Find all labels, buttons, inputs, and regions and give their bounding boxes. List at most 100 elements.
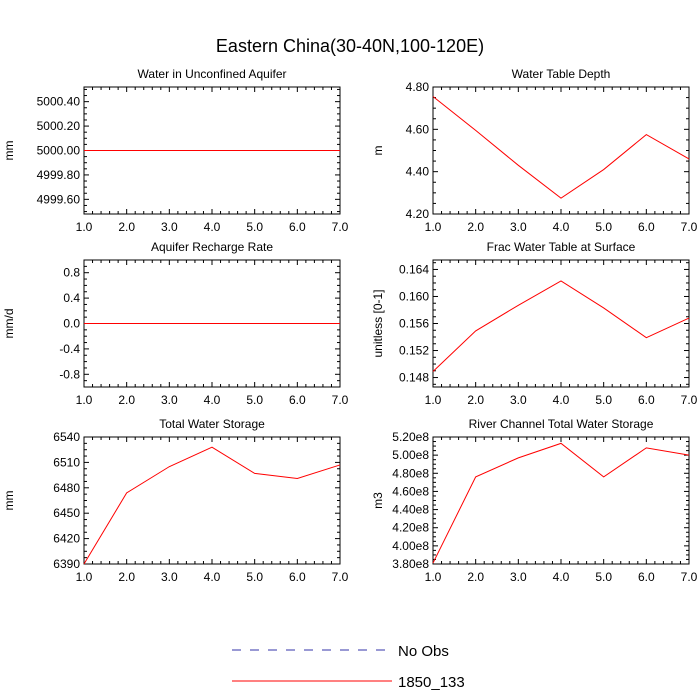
y-tick-label: 6420 bbox=[53, 532, 80, 546]
x-tick-label: 2.0 bbox=[118, 393, 135, 407]
y-tick-label: 0.160 bbox=[399, 289, 429, 303]
y-axis-label: unitless [0-1] bbox=[371, 289, 385, 357]
y-tick-label: 0.8 bbox=[63, 266, 80, 280]
y-tick-label: 5000.20 bbox=[37, 119, 81, 133]
y-axis-label: m bbox=[371, 146, 385, 156]
y-tick-label: 5.00e8 bbox=[392, 448, 429, 462]
x-tick-label: 2.0 bbox=[118, 220, 135, 234]
legend-label-no-obs: No Obs bbox=[398, 643, 449, 660]
x-tick-label: 1.0 bbox=[425, 220, 442, 234]
panel-title: Frac Water Table at Surface bbox=[487, 240, 636, 254]
plot-frame bbox=[432, 86, 690, 215]
x-tick-label: 3.0 bbox=[161, 570, 178, 584]
y-tick-label: 5000.40 bbox=[37, 95, 81, 109]
panel-title: Aquifer Recharge Rate bbox=[151, 240, 273, 254]
legend: No Obs 1850_133 bbox=[232, 643, 465, 691]
x-tick-label: 5.0 bbox=[246, 570, 263, 584]
y-tick-label: 6540 bbox=[53, 430, 80, 444]
y-tick-label: 4999.60 bbox=[37, 192, 81, 206]
y-tick-label: 4.80e8 bbox=[392, 466, 429, 480]
series-line bbox=[83, 446, 341, 565]
y-tick-label: 4.40 bbox=[406, 165, 430, 179]
legend-label-1850-133: 1850_133 bbox=[398, 674, 465, 691]
panel-4: Frac Water Table at Surface unitless [0-1… bbox=[371, 240, 698, 407]
x-tick-label: 5.0 bbox=[246, 393, 263, 407]
x-tick-label: 1.0 bbox=[76, 570, 93, 584]
panel-title: River Channel Total Water Storage bbox=[469, 417, 654, 431]
x-tick-label: 4.0 bbox=[204, 220, 221, 234]
x-tick-label: 7.0 bbox=[681, 393, 698, 407]
x-tick-label: 3.0 bbox=[161, 220, 178, 234]
x-tick-label: 1.0 bbox=[76, 393, 93, 407]
x-tick-label: 5.0 bbox=[595, 220, 612, 234]
y-tick-label: 4.60 bbox=[406, 122, 430, 136]
series-line bbox=[432, 280, 690, 372]
y-tick-label: 0.164 bbox=[399, 262, 429, 276]
x-tick-label: 2.0 bbox=[467, 393, 484, 407]
x-tick-label: 3.0 bbox=[510, 570, 527, 584]
y-tick-label: -0.8 bbox=[59, 367, 80, 381]
x-tick-label: 4.0 bbox=[553, 570, 570, 584]
y-tick-label: 6450 bbox=[53, 506, 80, 520]
y-tick-label: 6390 bbox=[53, 557, 80, 571]
y-axis-label: mm bbox=[2, 491, 16, 511]
x-tick-label: 7.0 bbox=[332, 570, 349, 584]
x-tick-label: 3.0 bbox=[510, 393, 527, 407]
x-tick-label: 6.0 bbox=[638, 220, 655, 234]
x-tick-label: 1.0 bbox=[425, 570, 442, 584]
panels: Water in Unconfined Aquifer mm 1.0 2.0 3.0 4.… bbox=[2, 67, 698, 584]
y-tick-label: 0.148 bbox=[399, 371, 429, 385]
y-tick-label: 0.156 bbox=[399, 317, 429, 331]
x-tick-label: 3.0 bbox=[161, 393, 178, 407]
y-axis-label: mm bbox=[2, 141, 16, 161]
series-line bbox=[432, 442, 690, 564]
panel-title: Water Table Depth bbox=[512, 67, 611, 81]
x-tick-label: 1.0 bbox=[76, 220, 93, 234]
x-tick-label: 7.0 bbox=[332, 220, 349, 234]
series-line bbox=[432, 96, 690, 199]
x-tick-label: 5.0 bbox=[595, 393, 612, 407]
y-tick-label: 4999.80 bbox=[37, 168, 81, 182]
panel-5: Total Water Storage mm 1.0 2.0 3.0 4.0 5.0 6.0 7… bbox=[2, 417, 349, 584]
x-tick-label: 4.0 bbox=[204, 570, 221, 584]
x-tick-label: 6.0 bbox=[289, 393, 306, 407]
x-tick-label: 6.0 bbox=[638, 570, 655, 584]
x-tick-label: 6.0 bbox=[289, 220, 306, 234]
y-tick-label: 4.20e8 bbox=[392, 521, 429, 535]
y-tick-label: 4.60e8 bbox=[392, 484, 429, 498]
x-tick-label: 6.0 bbox=[638, 393, 655, 407]
x-tick-label: 4.0 bbox=[204, 393, 221, 407]
x-tick-label: 2.0 bbox=[467, 220, 484, 234]
x-tick-label: 3.0 bbox=[510, 220, 527, 234]
panel-2: Water Table Depth m 1.0 2.0 3.0 4.0 5.0 6.0 7.0 4… bbox=[371, 67, 698, 234]
y-tick-label: 4.20 bbox=[406, 207, 430, 221]
y-tick-label: 4.80 bbox=[406, 80, 430, 94]
panel-6: River Channel Total Water Storage m3 1.0 2.… bbox=[371, 417, 698, 584]
panel-1: Water in Unconfined Aquifer mm 1.0 2.0 3.0 4.… bbox=[2, 67, 349, 234]
y-axis-label: m3 bbox=[371, 492, 385, 509]
y-tick-label: 5000.00 bbox=[37, 144, 81, 158]
x-tick-label: 2.0 bbox=[467, 570, 484, 584]
x-tick-label: 7.0 bbox=[332, 393, 349, 407]
plot-frame bbox=[432, 259, 690, 388]
panel-3: Aquifer Recharge Rate mm/d 1.0 2.0 3.0 4.0 5.0… bbox=[2, 240, 349, 407]
x-tick-label: 4.0 bbox=[553, 393, 570, 407]
y-tick-label: 0.0 bbox=[63, 317, 80, 331]
x-tick-label: 2.0 bbox=[118, 570, 135, 584]
x-tick-label: 1.0 bbox=[425, 393, 442, 407]
x-tick-label: 5.0 bbox=[595, 570, 612, 584]
x-tick-label: 4.0 bbox=[553, 220, 570, 234]
y-tick-label: 0.4 bbox=[63, 291, 80, 305]
x-tick-label: 7.0 bbox=[681, 220, 698, 234]
figure-title: Eastern China(30-40N,100-120E) bbox=[216, 36, 484, 56]
y-axis-label: mm/d bbox=[2, 309, 16, 339]
plot-frame bbox=[432, 436, 690, 565]
panel-title: Total Water Storage bbox=[159, 417, 265, 431]
y-tick-label: 4.00e8 bbox=[392, 539, 429, 553]
y-tick-label: 4.40e8 bbox=[392, 503, 429, 517]
y-tick-label: 5.20e8 bbox=[392, 430, 429, 444]
x-tick-label: 7.0 bbox=[681, 570, 698, 584]
y-tick-label: 0.152 bbox=[399, 344, 429, 358]
y-tick-label: -0.4 bbox=[59, 342, 80, 356]
